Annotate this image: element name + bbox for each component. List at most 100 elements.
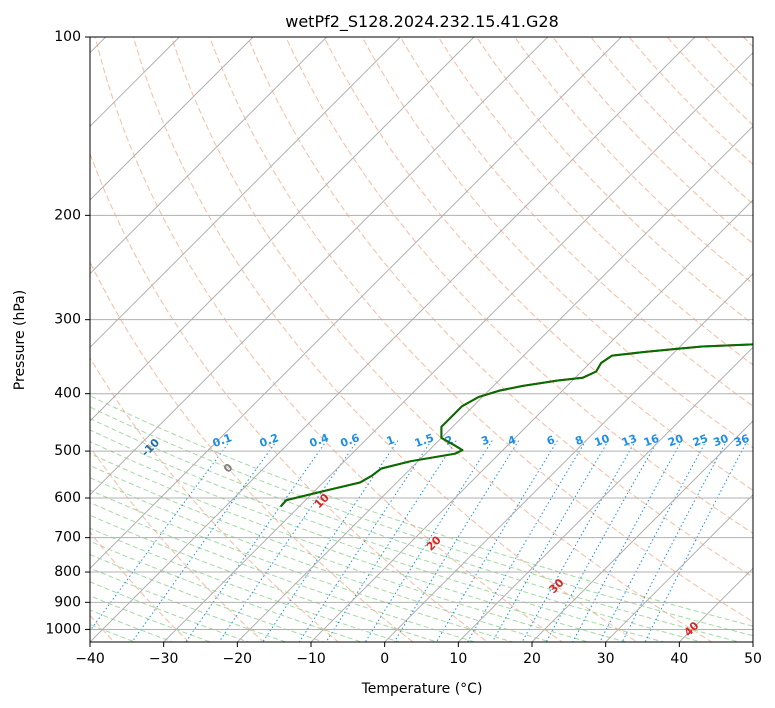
mixing-ratio-label: 10 [593, 432, 612, 450]
background-line-labels: -100-90-80-70-60-50-40-30-20-10010203040… [139, 431, 751, 639]
mixing-ratio-label: 25 [691, 432, 710, 449]
x-tick-label: 0 [380, 651, 389, 667]
dry-adiabat-line [132, 37, 638, 642]
x-tick-label: 40 [670, 651, 688, 667]
isotherm-line [90, 37, 549, 496]
x-tick-label: −40 [75, 651, 105, 667]
background-lines [90, 37, 753, 642]
isotherm-line [531, 420, 753, 642]
x-tick-label: −30 [149, 651, 179, 667]
y-tick-label: 200 [54, 207, 81, 223]
plot-frame [89, 36, 754, 643]
mixing-ratio-line [491, 440, 609, 642]
moist-adiabat-line [90, 540, 364, 642]
mixing-ratio-label: 0.2 [258, 431, 281, 450]
x-tick-label: 10 [449, 651, 467, 667]
mixing-ratio-label: 20 [666, 432, 685, 450]
dry-adiabat-line [90, 356, 339, 642]
dry-adiabat-line [90, 152, 489, 642]
x-tick-label: −10 [296, 651, 326, 667]
x-axis-label: Temperature (°C) [361, 681, 483, 697]
mixing-ratio-line [262, 440, 399, 642]
moist-adiabat-line [90, 477, 553, 642]
moist-adiabat-line [90, 464, 590, 642]
moist-adiabat-line [90, 429, 704, 642]
y-tick-label: 600 [54, 490, 81, 506]
y-tick-label: 400 [54, 386, 81, 402]
dry-adiabat-line [323, 37, 753, 491]
dry-adiabat-line [285, 37, 753, 534]
mixing-ratio-line [521, 440, 637, 642]
isotherm-line [90, 37, 696, 642]
mixing-ratio-label: 16 [642, 432, 661, 450]
dry-adiabat-line [209, 37, 753, 623]
mixing-ratio-line [90, 440, 231, 632]
mixing-ratio-label: 1 [385, 433, 397, 448]
mixing-ratio-line [185, 440, 328, 642]
isotherm-line [90, 37, 623, 570]
isotherm-line [90, 37, 328, 275]
mixing-ratio-line [572, 440, 683, 642]
mixing-ratio-label: 6 [545, 433, 557, 448]
mixing-ratio-label: 30 [711, 432, 730, 450]
mixing-ratio-line [435, 440, 558, 642]
y-axis-label: Pressure (hPa) [12, 290, 28, 390]
mixing-ratio-line [298, 440, 432, 642]
mixing-ratio-label: 3 [479, 433, 491, 448]
moist-adiabat-line [90, 489, 515, 642]
y-tick-label: 900 [54, 594, 81, 610]
mixing-ratio-label: 2 [443, 433, 455, 448]
sounding-line [280, 343, 753, 508]
x-tick-label: 30 [597, 651, 615, 667]
dry-adiabat-line [90, 531, 190, 642]
mixing-ratio-line [621, 440, 728, 642]
mixing-ratio-label: 8 [573, 433, 585, 448]
mixing-ratio-line [466, 440, 587, 642]
mixing-ratio-line [599, 440, 707, 642]
isotherm-line [604, 493, 753, 642]
moist-adiabat-line [90, 417, 742, 642]
dry-adiabat-line [171, 37, 713, 642]
mixing-ratio-label: 36 [732, 432, 751, 450]
y-tick-label: 300 [54, 312, 81, 328]
mixing-ratio-label: 0.4 [308, 431, 331, 450]
y-tick-label: 100 [54, 29, 81, 45]
dry-adiabat-line [437, 37, 753, 366]
y-tick-label: 1000 [45, 621, 81, 637]
profile-series [280, 343, 753, 508]
x-axis: −40 −30 −20 −10 0 10 20 30 40 50 [75, 642, 762, 667]
isotherm-line [310, 199, 753, 642]
moist-adiabat-line [90, 441, 666, 642]
dry-adiabat-line [247, 37, 753, 578]
mixing-ratio-label: 13 [620, 432, 639, 449]
dry-adiabat-line [90, 260, 414, 642]
isotherm-line [90, 37, 402, 349]
mixing-ratio-label: 4 [506, 433, 518, 448]
isotherm-line [457, 346, 753, 642]
y-tick-label: 500 [54, 443, 81, 459]
isotherm-line [383, 272, 753, 642]
x-tick-label: 50 [744, 651, 762, 667]
isotherm-line [236, 125, 753, 642]
mixing-ratio-line [545, 440, 659, 642]
y-tick-label: 700 [54, 530, 81, 546]
moist-adiabat-line [90, 452, 628, 642]
dry-adiabat-line [475, 37, 753, 325]
y-axis: 1000 900 800 700 600 500 400 300 200 100 [45, 29, 90, 637]
mixing-ratio-label: 0.1 [211, 431, 234, 450]
isotherm-line [162, 51, 753, 642]
mixing-ratio-label: 1.5 [413, 431, 436, 450]
isotherm-line [90, 37, 475, 422]
x-tick-label: 20 [523, 651, 541, 667]
mixing-ratio-line [644, 440, 748, 642]
mixing-ratio-label: 0.6 [339, 431, 362, 450]
dry-adiabat-line [552, 37, 753, 245]
dry-adiabat-line [399, 37, 753, 407]
dry-adiabat-line [590, 37, 753, 205]
dry-adiabat-line [94, 37, 564, 642]
dry-adiabat-line [361, 37, 753, 449]
x-tick-label: −20 [223, 651, 253, 667]
